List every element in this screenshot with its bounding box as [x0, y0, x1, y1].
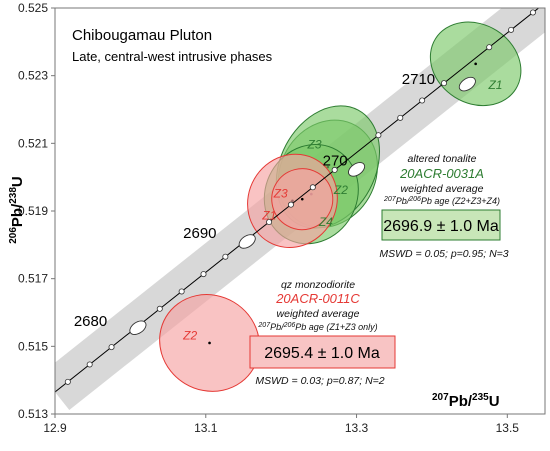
concordia-minor-tick: [486, 44, 493, 51]
xlabel-text1: Pb/: [449, 393, 473, 410]
concordia-minor-tick: [397, 114, 404, 121]
y-tick-label: 0.519: [18, 204, 48, 218]
red-age: 2695.4 ± 1.0 Ma: [264, 345, 380, 362]
ellipses-red: [159, 153, 338, 392]
red-age-type: 207Pb/206Pb age (Z1+Z3 only): [257, 322, 377, 332]
concordia-minor-tick: [331, 166, 338, 173]
concordia-minor-tick: [419, 97, 426, 104]
spot-label-z2: Z2: [182, 329, 197, 343]
annotation-green: altered tonalite 20ACR-0031A weighted av…: [379, 153, 508, 260]
svg-text:207Pb/235U: 207Pb/235U: [432, 392, 500, 410]
red-mswd: MSWD = 0.03; p=0.87; N=2: [255, 375, 384, 387]
ylabel-sup2: 238: [8, 187, 19, 204]
red-age-box: [249, 335, 396, 369]
concordia-age-marker-2700: [348, 162, 366, 177]
y-tick-label: 0.515: [18, 339, 48, 353]
ellipse-center-z2: [208, 341, 211, 345]
chart-subtitle: Late, central-west intrusive phases: [72, 49, 273, 64]
concordia-age-label: 2680: [74, 313, 107, 330]
ellipse-center-z1: [474, 62, 477, 66]
concordia-minor-tick: [266, 219, 273, 226]
y-tick-label: 0.513: [18, 407, 48, 421]
xlabel-sup1: 207: [432, 392, 449, 403]
spot-label-z4: Z4: [318, 215, 333, 229]
x-axis-title: 207Pb/235U: [432, 392, 500, 410]
concordia-minor-tick: [222, 253, 229, 260]
concordia-minor-tick: [156, 305, 163, 312]
concordia-minor-tick: [200, 271, 207, 278]
concordia-minor-tick: [375, 132, 382, 139]
ylabel-sup1: 206: [8, 227, 19, 244]
spot-label-z1: Z1: [487, 78, 502, 92]
concordia-age-marker-2690: [238, 234, 256, 249]
y-tick-label: 0.523: [18, 69, 48, 83]
x-tick-label: 12.9: [43, 421, 67, 435]
y-tick-label: 0.525: [18, 1, 48, 15]
green-age: 2696.9 ± 1.0 Ma: [383, 218, 499, 235]
axes: 12.9 13.1 13.3 13.5 0.513 0.515 0.517 0.519 0.52…: [18, 1, 519, 435]
concordia-minor-tick: [287, 201, 294, 208]
annotation-red: qz monzodiorite 20ACR-0011C weighted ave…: [249, 279, 396, 387]
y-axis-title: 206Pb/238U: [8, 176, 26, 244]
spot-label-z3: Z3: [307, 137, 322, 151]
concordia-minor-tick: [64, 378, 71, 385]
concordia-minor-tick: [440, 80, 447, 87]
x-tick-label: 13.3: [345, 421, 369, 435]
concordia-minor-tick: [529, 9, 536, 16]
concordia-minor-tick: [309, 184, 316, 191]
concordia-age-marker-2710: [458, 76, 476, 92]
concordia-age-label: 2710: [402, 71, 435, 88]
ellipse-center-z3: [300, 197, 304, 201]
concordia-curve: [55, 8, 540, 393]
spot-label-z3: Z3: [273, 186, 288, 200]
y-tick-label: 0.517: [18, 272, 48, 286]
ylabel-text1: Pb/: [9, 203, 26, 227]
green-mswd: MSWD = 0.05; p=0.95; N=3: [379, 248, 508, 260]
green-method: weighted average: [401, 183, 484, 195]
red-method: weighted average: [277, 308, 360, 320]
green-sample: 20ACR-0031A: [399, 166, 484, 181]
concordia-age-label: 270: [323, 152, 348, 169]
concordia-minor-tick: [508, 26, 515, 33]
red-lithology: qz monzodiorite: [281, 279, 355, 291]
ylabel-text2: U: [9, 176, 26, 187]
spot-label-z2: Z2: [333, 183, 348, 197]
concordia-age-label: 2690: [183, 225, 216, 242]
concordia-minor-tick: [108, 344, 115, 351]
concordia-minor-tick: [86, 361, 93, 368]
concordia-age-marker-2680: [129, 320, 147, 335]
xlabel-text2: U: [489, 393, 500, 410]
svg-text:206Pb/238U: 206Pb/238U: [8, 176, 26, 244]
spot-label-z1: Z1: [261, 208, 276, 222]
labels: 2680 2690 270 2710 Z1 Z2 Z3 Z4 Z1 Z2 Z3: [74, 71, 503, 342]
chart-title: Chibougamau Pluton: [72, 27, 212, 44]
y-tick-label: 0.521: [18, 136, 48, 150]
red-sample: 20ACR-0011C: [275, 291, 360, 306]
x-tick-label: 13.1: [194, 421, 218, 435]
x-tick-label: 13.5: [496, 421, 520, 435]
green-age-box: [381, 209, 501, 241]
green-lithology: altered tonalite: [408, 153, 477, 165]
green-age-type: 207Pb/206Pb age (Z2+Z3+Z4): [383, 196, 500, 206]
concordia-minor-tick: [178, 288, 185, 295]
xlabel-sup2: 235: [472, 392, 489, 403]
